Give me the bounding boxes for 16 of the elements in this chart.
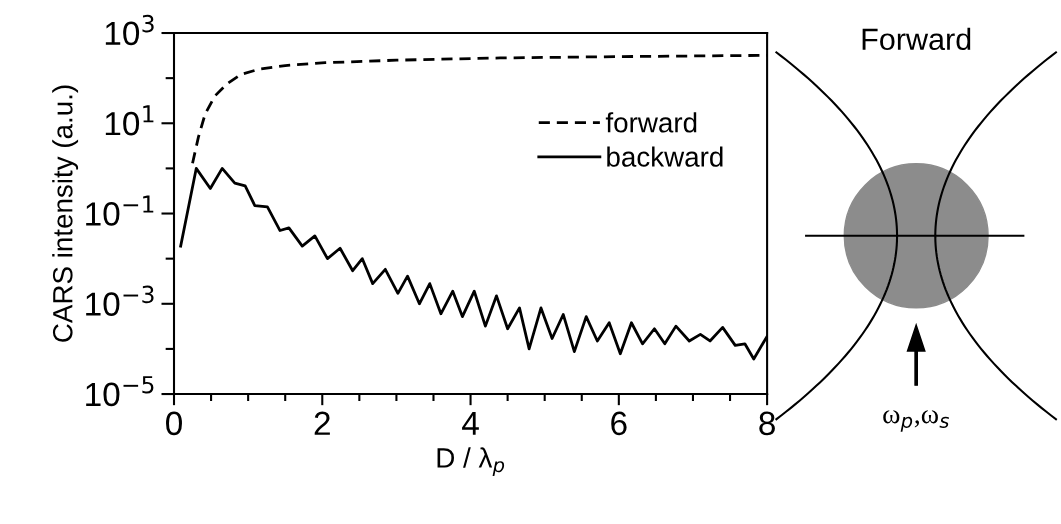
y-tick-label: 10$^{−1}$	[86, 195, 154, 226]
x-tick-label: 8	[759, 411, 775, 436]
y-tick-label: 10$^{3}$	[105, 14, 154, 46]
x-tick-label: 2	[314, 411, 330, 435]
y-tick-label: 10$^{1}$	[105, 105, 154, 136]
y-axis-title: CARS intensity (a.u.)	[52, 85, 79, 342]
x-tick-label: 6	[611, 411, 627, 436]
text: Forward	[862, 27, 971, 51]
y-tick-label: 10$^{−5}$	[86, 376, 154, 407]
x-axis-title: D / λ$_{p}$	[437, 447, 505, 477]
y-tick-label: 10$^{−3}$	[86, 285, 154, 316]
x-tick-label: 0	[166, 411, 182, 436]
legend-label: backward	[607, 146, 723, 167]
legend-label: forward	[605, 112, 697, 133]
text: ω$_{p}$,ω$_{s}$	[883, 410, 950, 432]
x-tick-label: 4	[462, 411, 479, 435]
